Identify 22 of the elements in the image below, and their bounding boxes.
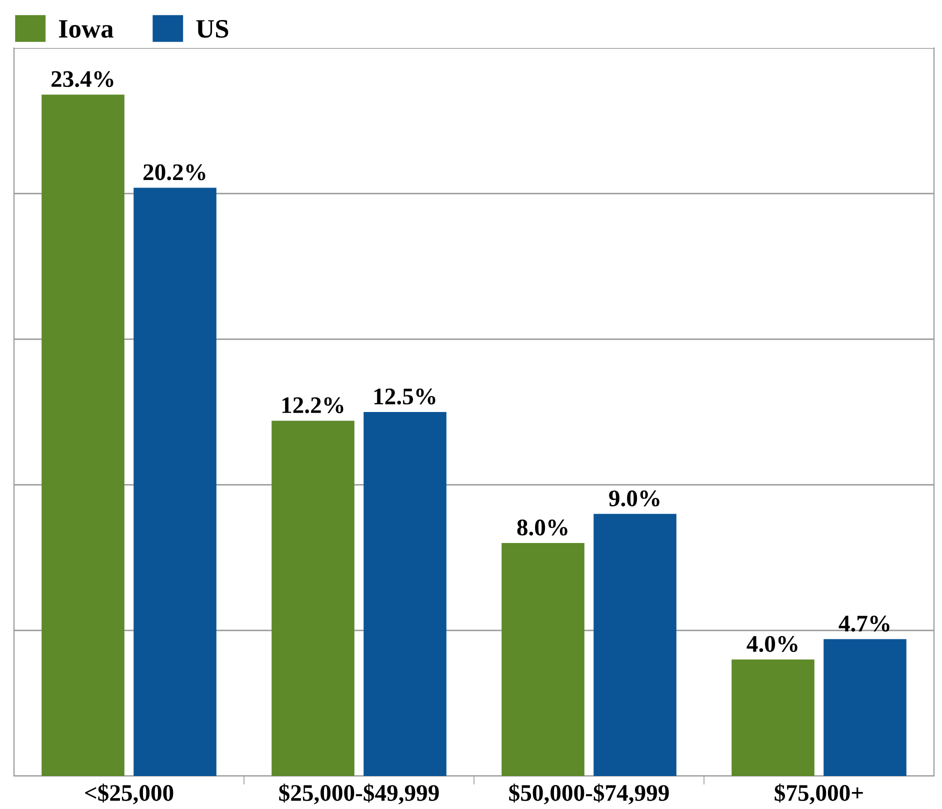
legend-label: US (196, 20, 228, 38)
bar (824, 639, 906, 776)
bar (272, 420, 354, 776)
bar (732, 660, 814, 776)
legend-label: Iowa (58, 20, 114, 38)
x-tick-label: <$25,000 (85, 784, 174, 804)
bar (502, 543, 584, 776)
data-label: 20.2% (144, 164, 206, 180)
data-label: 4.7% (838, 616, 890, 632)
bar (134, 188, 216, 776)
bar (594, 514, 676, 776)
x-tick-label: $25,000-$49,999 (279, 784, 439, 804)
x-tick-label: $50,000-$74,999 (509, 784, 669, 804)
bar (364, 412, 446, 776)
data-label: 9.0% (609, 490, 660, 506)
x-tick-label: $75,000+ (774, 784, 863, 804)
data-label: 12.2% (282, 397, 344, 414)
data-label: 23.4% (52, 71, 114, 88)
data-label: 12.5% (374, 388, 436, 405)
data-label: 8.0% (517, 520, 568, 536)
data-label: 4.0% (746, 636, 798, 652)
bar (42, 94, 124, 776)
